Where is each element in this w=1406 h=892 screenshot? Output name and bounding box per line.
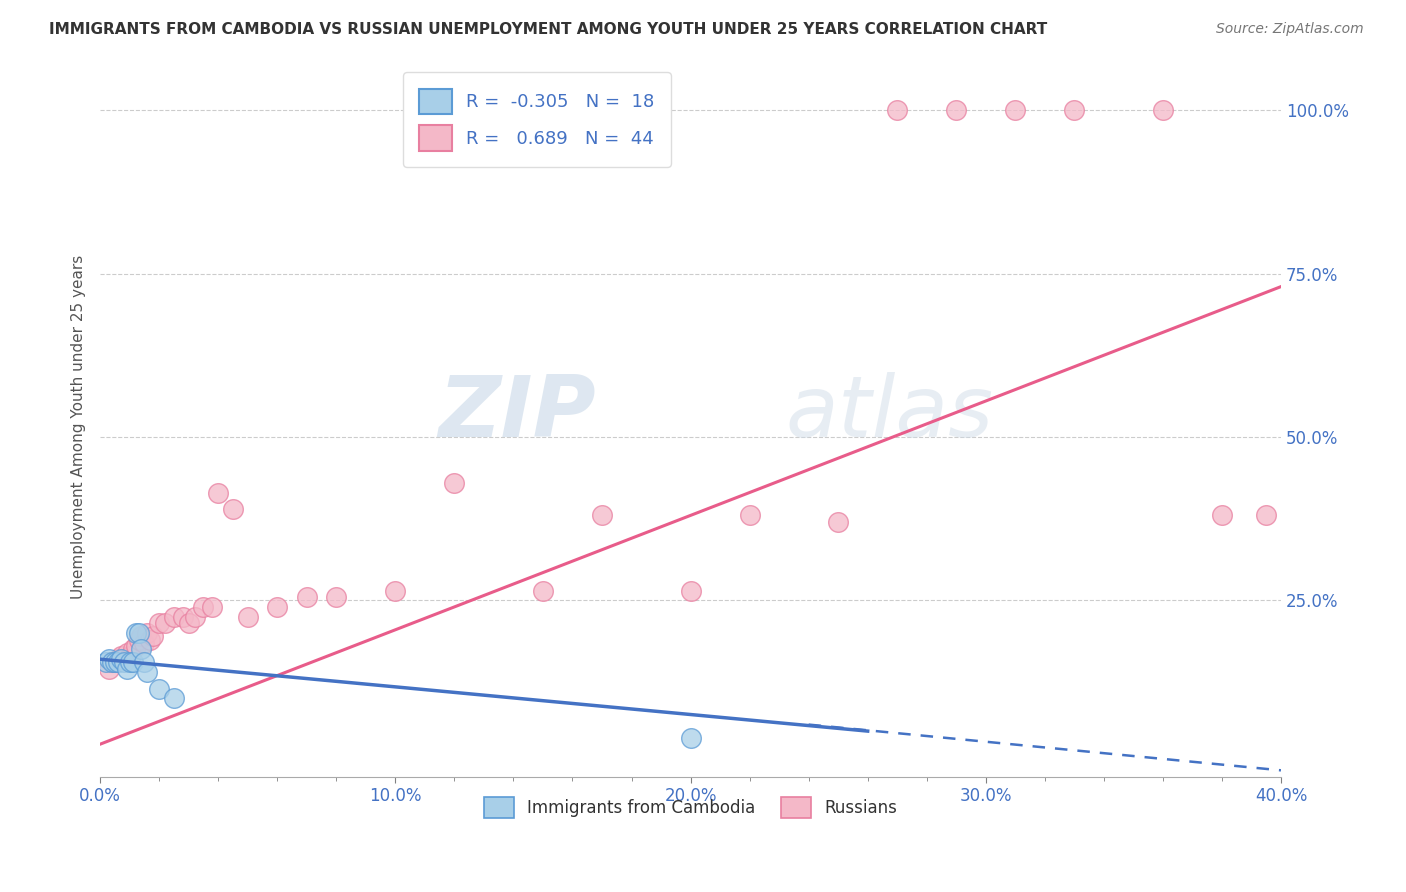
Point: [124, 639, 146, 653]
Point: [131, 642, 153, 657]
Point: [142, 629, 165, 643]
Point: [128, 626, 150, 640]
Point: [183, 609, 205, 624]
Point: [107, 656, 129, 670]
Text: ZIP: ZIP: [439, 372, 596, 455]
Point: [172, 609, 194, 624]
Point: [115, 646, 138, 660]
Point: [201, 599, 224, 614]
Point: [110, 648, 132, 663]
Point: [384, 583, 406, 598]
Point: [207, 485, 229, 500]
Point: [1211, 508, 1233, 523]
Point: [148, 681, 170, 696]
Text: Source: ZipAtlas.com: Source: ZipAtlas.com: [1216, 22, 1364, 37]
Point: [177, 616, 200, 631]
Point: [110, 652, 132, 666]
Point: [153, 616, 176, 631]
Point: [325, 590, 347, 604]
Point: [531, 583, 554, 598]
Legend: Immigrants from Cambodia, Russians: Immigrants from Cambodia, Russians: [478, 791, 904, 824]
Point: [591, 508, 613, 523]
Point: [101, 656, 124, 670]
Point: [98, 652, 121, 666]
Point: [679, 583, 702, 598]
Point: [1152, 103, 1174, 117]
Point: [131, 629, 153, 643]
Point: [112, 656, 135, 670]
Text: atlas: atlas: [785, 372, 993, 455]
Point: [139, 632, 162, 647]
Point: [104, 656, 127, 670]
Point: [679, 731, 702, 745]
Point: [94, 656, 117, 670]
Point: [121, 642, 143, 657]
Point: [1256, 508, 1278, 523]
Point: [1063, 103, 1085, 117]
Point: [118, 656, 141, 670]
Point: [945, 103, 967, 117]
Point: [163, 691, 186, 706]
Point: [134, 636, 156, 650]
Text: IMMIGRANTS FROM CAMBODIA VS RUSSIAN UNEMPLOYMENT AMONG YOUTH UNDER 25 YEARS CORR: IMMIGRANTS FROM CAMBODIA VS RUSSIAN UNEM…: [49, 22, 1047, 37]
Point: [236, 609, 259, 624]
Point: [115, 662, 138, 676]
Point: [886, 103, 908, 117]
Point: [1004, 103, 1026, 117]
Point: [163, 609, 186, 624]
Point: [112, 652, 135, 666]
Point: [827, 515, 849, 529]
Y-axis label: Unemployment Among Youth under 25 years: Unemployment Among Youth under 25 years: [72, 255, 86, 599]
Point: [148, 616, 170, 631]
Point: [266, 599, 288, 614]
Point: [193, 599, 215, 614]
Point: [124, 626, 146, 640]
Point: [98, 662, 121, 676]
Point: [107, 652, 129, 666]
Point: [443, 475, 465, 490]
Point: [128, 632, 150, 647]
Point: [104, 656, 127, 670]
Point: [101, 656, 124, 670]
Point: [121, 656, 143, 670]
Point: [118, 648, 141, 663]
Point: [136, 626, 159, 640]
Point: [222, 501, 245, 516]
Point: [295, 590, 318, 604]
Point: [738, 508, 761, 523]
Point: [136, 665, 159, 680]
Point: [134, 656, 156, 670]
